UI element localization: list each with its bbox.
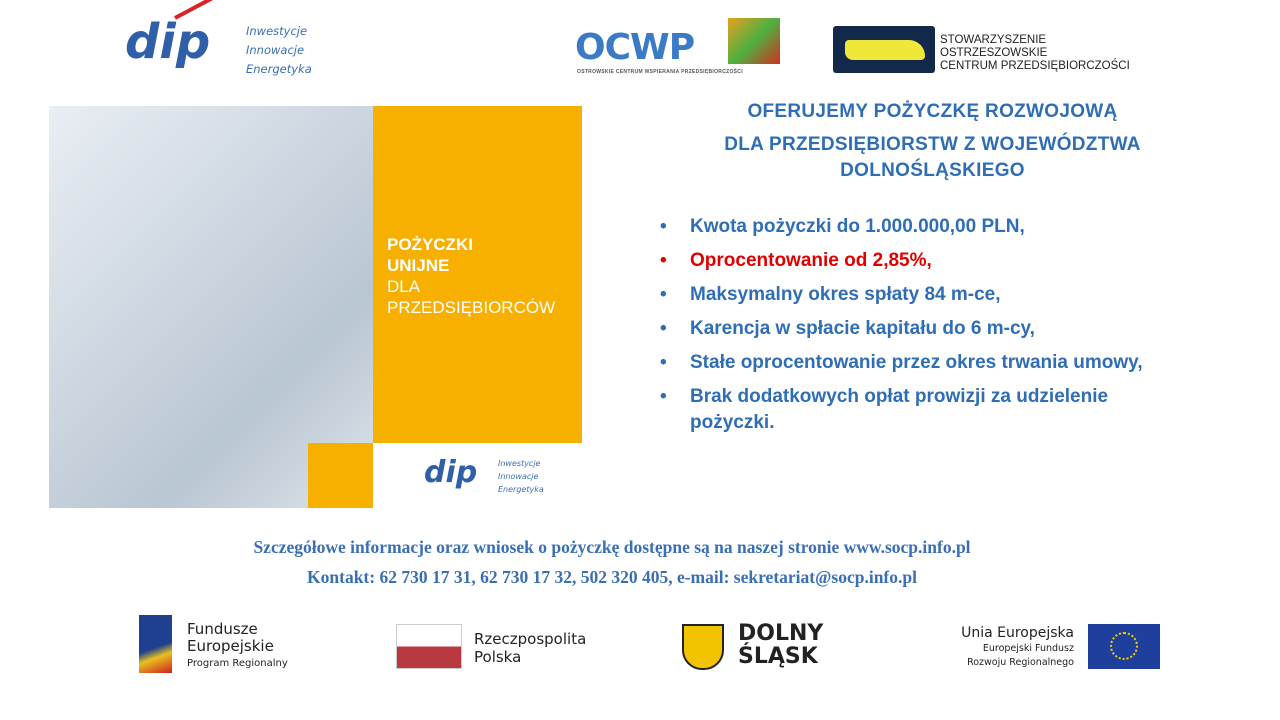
list-item: • Stałe oprocentowanie przez okres trwani…: [658, 350, 1218, 376]
list-item: • Brak dodatkowych opłat prowizji za udzi…: [658, 384, 1178, 436]
banner-text: POŻYCZKI UNIJNE DLA PRZEDSIĘBIORCÓW: [387, 234, 555, 318]
list-item: • Maksymalny okres spłaty 84 m-ce,: [658, 282, 1218, 308]
ds-line: ŚLĄSK: [738, 644, 818, 669]
dip-logo-small-text: Inwestycje Innowacje Energetyka: [498, 457, 544, 496]
list-item: • Karencja w spłacie kapitału do 6 m-cy,: [658, 316, 1218, 342]
eagle-shield-icon: [682, 624, 724, 670]
ocwp-subtitle: OSTROWSKIE CENTRUM WSPIERANIA PRZEDSIĘBI…: [577, 69, 743, 75]
dip-line: Energetyka: [498, 485, 544, 494]
banner-line: POŻYCZKI: [387, 235, 473, 254]
dip-logo-text: Inwestycje Innowacje Energetyka: [246, 22, 312, 79]
list-item-text: Karencja w spłacie kapitału do 6 m-cy,: [690, 318, 1035, 339]
bullet-icon: •: [660, 352, 667, 373]
list-item: • Kwota pożyczki do 1.000.000,00 PLN,: [658, 214, 1218, 240]
dip-line: Inwestycje: [498, 459, 541, 468]
bullet-icon: •: [660, 216, 667, 237]
dip-logo: dip: [125, 14, 211, 70]
headline-line-1: OFERUJEMY POŻYCZKĘ ROZWOJOWĄ: [747, 101, 1118, 122]
fe-star-icon: [139, 615, 172, 673]
ue-logo-text: Unia Europejska Europejski Fundusz Rozwo…: [946, 625, 1074, 670]
socp-line: STOWARZYSZENIE: [940, 34, 1047, 46]
list-item-text: Brak dodatkowych opłat prowizji za udzie…: [690, 386, 1109, 433]
banner-line: UNIJNE: [387, 256, 450, 275]
footer-contact: Kontakt: 62 730 17 31, 62 730 17 32, 502…: [307, 567, 917, 587]
banner-yellow-panel: [373, 106, 582, 443]
socp-line: OSTRZESZOWSKIE: [940, 47, 1048, 59]
headline-line-3: DOLNOŚLĄSKIEGO: [840, 160, 1025, 181]
socp-logo-text: STOWARZYSZENIE OSTRZESZOWSKIE CENTRUM PR…: [940, 34, 1130, 73]
bullet-icon: •: [660, 318, 667, 339]
offer-list: • Kwota pożyczki do 1.000.000,00 PLN, • Op…: [658, 214, 1218, 444]
banner-yellow-square: [308, 443, 373, 508]
dip-logo-small: dip: [424, 455, 478, 490]
list-item-text: Maksymalny okres spłaty 84 m-ce,: [690, 284, 1001, 305]
eu-flag-icon: [1088, 624, 1160, 669]
rp-line: Polska: [474, 648, 522, 666]
ocwp-arrow-icon: [728, 18, 780, 64]
list-item-text: Kwota pożyczki do 1.000.000,00 PLN,: [690, 216, 1025, 237]
ds-line: DOLNY: [738, 621, 824, 646]
fe-line: Program Regionalny: [187, 658, 288, 669]
ue-line: Rozwoju Regionalnego: [967, 657, 1074, 668]
fe-line: Europejskie: [187, 637, 274, 655]
fe-logo-text: Fundusze Europejskie Program Regionalny: [187, 621, 288, 672]
fe-line: Fundusze: [187, 620, 258, 638]
bullet-icon: •: [660, 386, 667, 407]
footer-info: Szczegółowe informacje oraz wniosek o po…: [253, 537, 971, 557]
dip-line: Innowacje: [498, 472, 539, 481]
dip-line: Innowacje: [246, 43, 305, 57]
business-people-photo: [49, 106, 373, 508]
bullet-icon: •: [660, 250, 667, 271]
ue-line: Unia Europejska: [961, 625, 1074, 641]
banner-line: DLA: [387, 277, 421, 296]
polish-flag-icon: [396, 624, 462, 669]
headline-line-2: DLA PRZEDSIĘBIORSTW Z WOJEWÓDZTWA: [724, 134, 1141, 155]
ue-line: Europejski Fundusz: [982, 643, 1074, 654]
socp-line: CENTRUM PRZEDSIĘBIORCZOŚCI: [940, 60, 1130, 72]
ds-logo-text: DOLNY ŚLĄSK: [738, 622, 823, 668]
socp-hand-logo: [833, 26, 935, 73]
bullet-icon: •: [660, 284, 667, 305]
rp-logo-text: Rzeczpospolita Polska: [474, 630, 586, 666]
ocwp-logo: OCWP: [575, 27, 695, 68]
dip-line: Inwestycje: [246, 24, 308, 38]
banner-line: PRZEDSIĘBIORCÓW: [387, 298, 556, 317]
dip-line: Energetyka: [246, 62, 312, 76]
rp-line: Rzeczpospolita: [474, 630, 587, 648]
list-item-text: Oprocentowanie od 2,85%,: [690, 250, 932, 271]
list-item-text: Stałe oprocentowanie przez okres trwania…: [690, 352, 1143, 373]
list-item: • Oprocentowanie od 2,85%,: [658, 248, 1218, 274]
